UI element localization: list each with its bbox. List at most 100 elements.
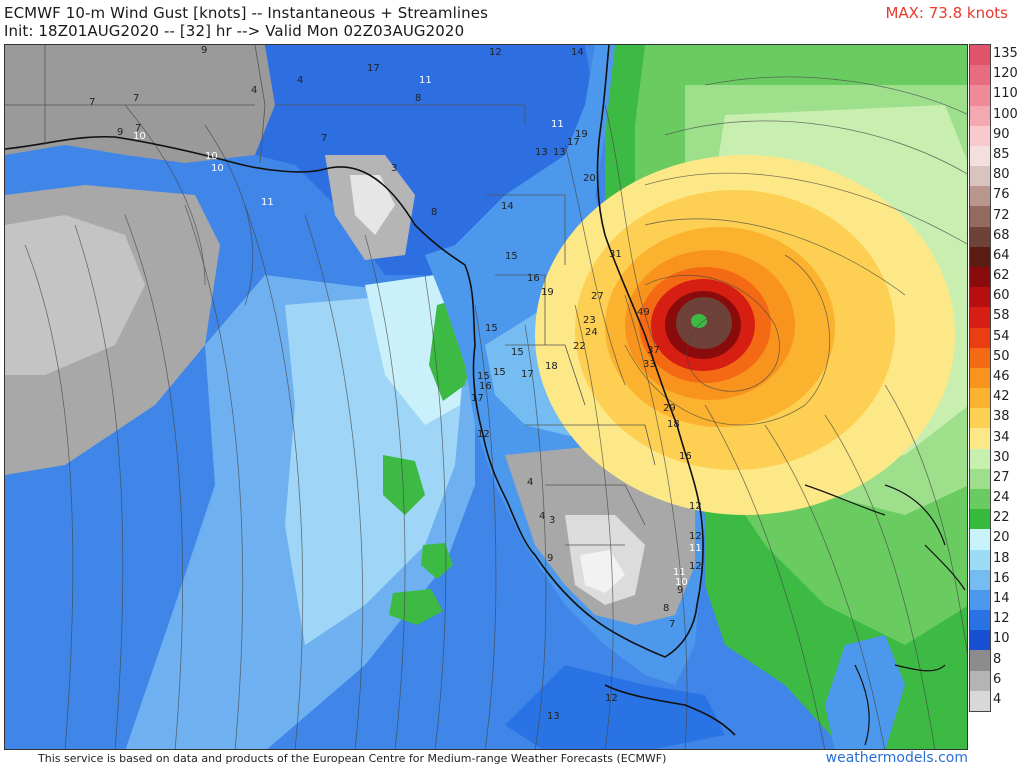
gust-value-label: 12: [689, 561, 702, 572]
gust-value-label: 9: [677, 585, 683, 596]
legend-swatch: [970, 186, 990, 207]
legend-swatch: [970, 125, 990, 147]
gust-value-label: 7: [135, 123, 141, 134]
legend-swatch: [970, 105, 990, 127]
gust-value-label: 11: [673, 567, 686, 578]
gust-value-label: 9: [547, 553, 553, 564]
gust-value-label: 10: [211, 163, 224, 174]
max-value-label: MAX: 73.8 knots: [885, 4, 1008, 22]
western-gulf-light-area: [5, 215, 145, 375]
gust-value-label: 17: [367, 63, 380, 74]
gust-value-label: 17: [567, 137, 580, 148]
legend-label: 16: [993, 570, 1010, 586]
legend-label: 54: [993, 328, 1010, 344]
legend-swatch: [970, 650, 990, 672]
legend-label: 135: [993, 46, 1018, 62]
hurricane-eye: [691, 314, 707, 328]
legend-swatch: [970, 85, 990, 107]
big-bend-light-area: [350, 175, 395, 235]
legend-swatch: [970, 509, 990, 530]
gust-value-label: 9: [117, 127, 123, 138]
gust-value-label: 13: [535, 147, 548, 158]
wind-gust-value-labels: 9 12 14 17 11 8 4 7 7 7 9 10 10 10 11 4 …: [89, 45, 702, 722]
legend-swatch: [970, 589, 990, 611]
gust-value-label: 7: [669, 619, 675, 630]
gust-value-label: 19: [541, 287, 554, 298]
legend-swatch: [970, 287, 990, 308]
streamlines: [24, 76, 967, 749]
ecmwf-disclaimer: This service is based on data and produc…: [38, 752, 667, 765]
legend-label: 58: [993, 308, 1010, 324]
legend-label: 68: [993, 227, 1010, 243]
gust-value-label: 27: [591, 291, 604, 302]
legend-label: 85: [993, 147, 1010, 162]
gust-value-label: 23: [583, 315, 596, 326]
legend-label: 8: [993, 651, 1002, 667]
gust-value-label: 18: [545, 361, 558, 372]
legend-swatch: [970, 267, 990, 288]
gust-value-label: 7: [321, 133, 327, 144]
gust-value-label: 13: [553, 147, 566, 158]
legend-swatch: [970, 388, 990, 409]
legend-swatch: [970, 246, 990, 268]
gust-value-label: 15: [493, 367, 506, 378]
gust-value-label: 4: [251, 85, 257, 96]
legend-label: 50: [993, 348, 1010, 364]
gust-value-label: 12: [605, 693, 618, 704]
gust-value-label: 4: [297, 75, 303, 86]
gust-value-label: 9: [201, 45, 207, 56]
legend-swatch: [970, 529, 990, 551]
legend-label: 76: [993, 187, 1010, 203]
gust-value-label: 10: [675, 577, 688, 588]
gust-value-label: 16: [679, 451, 692, 462]
legend-swatch: [970, 630, 990, 651]
gust-value-label: 15: [485, 323, 498, 334]
legend-label: 42: [993, 389, 1010, 405]
gust-value-label: 10: [205, 151, 218, 162]
legend-label: 30: [993, 449, 1010, 465]
gulf-green-patch-south: [389, 589, 443, 625]
legend-label: 80: [993, 167, 1010, 183]
map-canvas: 9 12 14 17 11 8 4 7 7 7 9 10 10 10 11 4 …: [5, 45, 967, 749]
florida-keys-water: [505, 665, 725, 749]
legend-swatch: [970, 367, 990, 389]
legend-label: 64: [993, 247, 1010, 263]
legend-label: 12: [993, 611, 1010, 627]
gust-value-label: 12: [689, 501, 702, 512]
legend-label: 18: [993, 550, 1010, 566]
gust-value-label: 3: [391, 163, 397, 174]
gust-value-label: 18: [667, 419, 680, 430]
brand-link[interactable]: weathermodels.com: [825, 750, 968, 766]
legend-label: 4: [993, 691, 1002, 707]
gust-value-label: 16: [527, 273, 540, 284]
gust-value-label: 7: [89, 97, 95, 108]
legend-swatch: [970, 468, 990, 490]
legend-label: 22: [993, 510, 1010, 526]
gust-value-label: 7: [133, 93, 139, 104]
gust-value-label: 16: [479, 381, 492, 392]
legend-label: 62: [993, 268, 1010, 284]
gust-value-label: 17: [471, 393, 484, 404]
gust-value-label: 4: [527, 477, 533, 488]
gust-value-label: 24: [585, 327, 598, 338]
legend-label: 14: [993, 591, 1010, 606]
legend-label: 120: [993, 66, 1018, 82]
gust-value-label: 11: [419, 75, 432, 86]
gust-value-label: 10: [133, 131, 146, 142]
gulf-coast-land: [5, 45, 275, 163]
gust-value-label: 15: [505, 251, 518, 262]
legend-swatch: [970, 327, 990, 349]
legend-label: 27: [993, 469, 1010, 485]
gust-value-label: 8: [415, 93, 421, 104]
gust-value-label: 33: [643, 359, 656, 370]
color-scale-legend: [969, 44, 991, 712]
legend-swatch: [970, 670, 990, 692]
gust-value-label: 12: [477, 429, 490, 440]
everglades-white: [580, 550, 625, 593]
gust-value-label: 49: [637, 307, 650, 318]
gust-value-label: 14: [571, 47, 584, 58]
gust-value-label: 8: [663, 603, 669, 614]
gulf-green-patch-small: [421, 543, 453, 579]
legend-label: 46: [993, 369, 1010, 384]
gust-value-label: 17: [521, 369, 534, 380]
